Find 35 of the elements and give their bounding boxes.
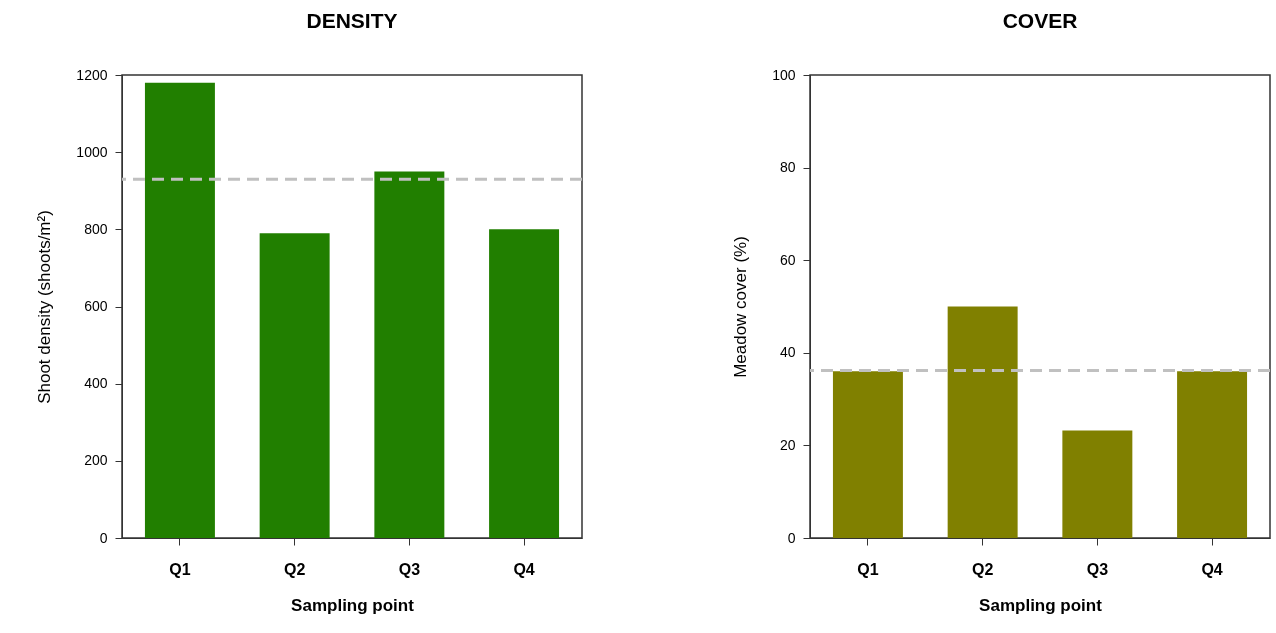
x-tick-label: Q2 [971, 560, 994, 578]
y-tick-label: 40 [779, 344, 796, 361]
y-tick-label: 20 [779, 436, 796, 453]
x-axis-title: Sampling point [291, 595, 415, 615]
chart-title: COVER [1002, 9, 1078, 32]
y-tick-label: 1200 [76, 66, 108, 83]
x-tick-label: Q4 [1201, 560, 1223, 578]
y-tick-label: 0 [787, 529, 796, 546]
y-tick-label: 60 [779, 251, 796, 268]
x-tick-label: Q2 [283, 560, 306, 578]
bar [489, 229, 560, 538]
bar [1062, 430, 1133, 538]
x-tick-label: Q3 [1086, 560, 1109, 578]
x-axis-title: Sampling point [979, 595, 1103, 615]
y-axis-title: Meadow cover (%) [731, 236, 751, 378]
y-tick-label: 600 [84, 298, 108, 314]
y-tick-label: 80 [779, 159, 796, 176]
y-tick-label: 800 [84, 220, 108, 237]
bar [259, 233, 330, 538]
x-tick-label: Q3 [398, 560, 421, 578]
y-axis-title: Shoot density (shoots/m²) [35, 210, 55, 404]
x-tick-label: Q4 [513, 560, 535, 578]
bar [947, 306, 1018, 538]
y-tick-label: 1000 [76, 143, 108, 160]
bar [1177, 371, 1248, 538]
bar [832, 371, 903, 538]
bar [374, 171, 445, 538]
chart-title: DENSITY [306, 9, 398, 32]
y-tick-label: 0 [99, 529, 108, 546]
y-tick-label: 400 [84, 375, 108, 392]
x-tick-label: Q1 [857, 560, 879, 578]
bar [144, 82, 215, 538]
y-tick-label: 100 [772, 66, 796, 83]
x-tick-label: Q1 [169, 560, 191, 578]
y-tick-label: 200 [84, 452, 108, 469]
